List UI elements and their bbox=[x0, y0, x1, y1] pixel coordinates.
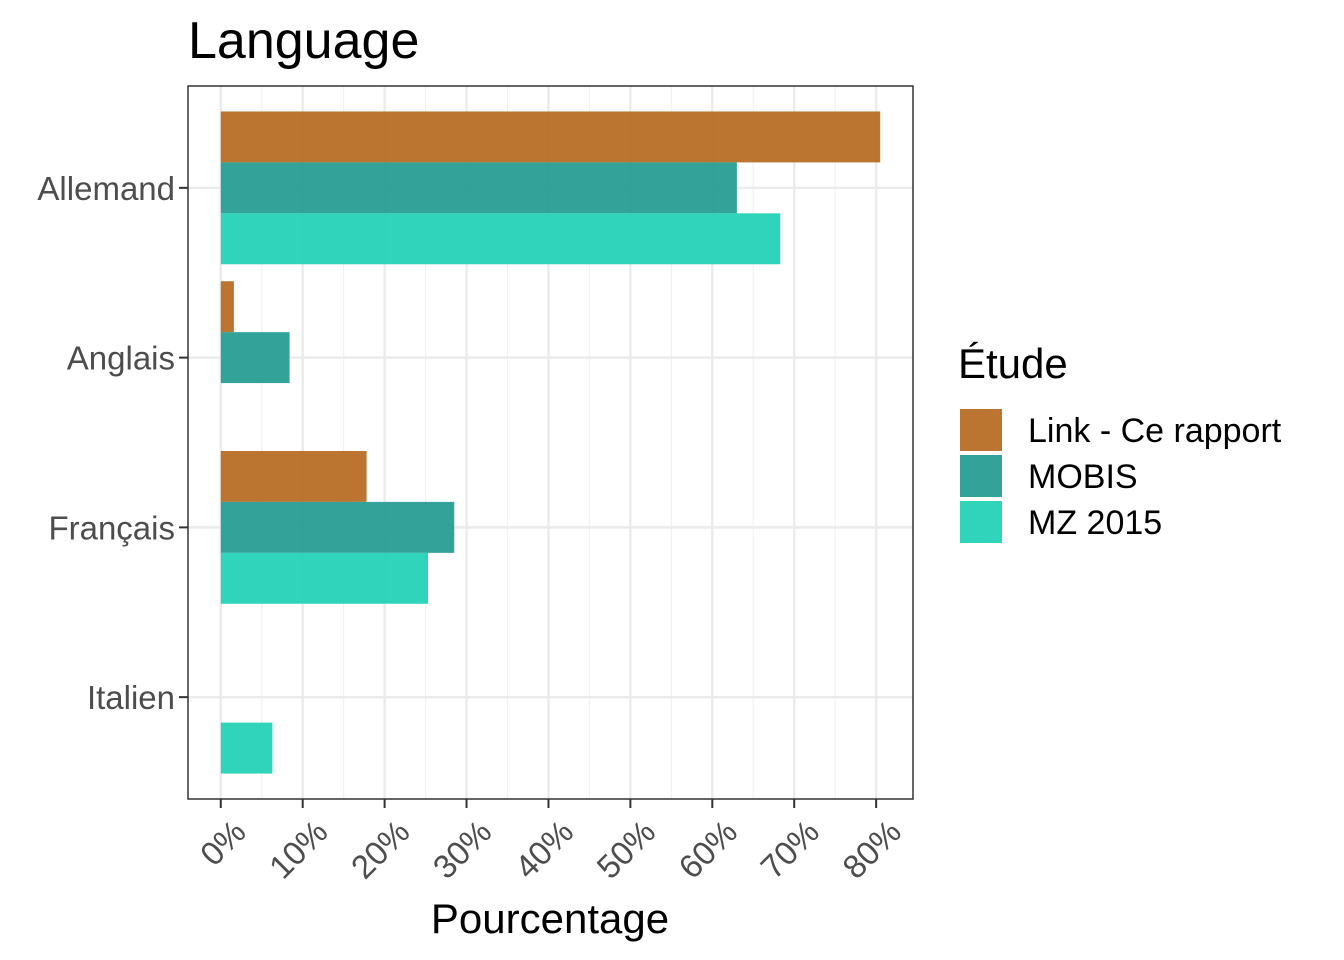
chart-title: Language bbox=[188, 12, 419, 70]
x-tick-label: 50% bbox=[589, 813, 662, 886]
x-tick-label: 0% bbox=[193, 813, 253, 873]
legend-label-1: Link - Ce rapport bbox=[1028, 412, 1282, 450]
panel-border bbox=[187, 85, 914, 800]
bar-anglais-1 bbox=[220, 281, 234, 333]
x-tick-label: 40% bbox=[507, 813, 580, 886]
legend-title: Étude bbox=[958, 340, 1068, 387]
x-tick-label: 60% bbox=[671, 813, 744, 886]
bar-allemand-2 bbox=[220, 162, 737, 214]
x-tick-label: 30% bbox=[426, 813, 499, 886]
legend-key-1 bbox=[960, 409, 1002, 451]
bar-français-3 bbox=[220, 552, 429, 604]
bar-allemand-3 bbox=[220, 213, 781, 265]
bar-italien-3 bbox=[220, 722, 273, 774]
bar-allemand-1 bbox=[220, 111, 881, 163]
y-tick-label: Français bbox=[48, 509, 175, 546]
legend-label-3: MZ 2015 bbox=[1028, 504, 1162, 542]
legend: Étude Link - Ce rapport MOBIS MZ 2015 bbox=[958, 340, 1282, 543]
bars bbox=[220, 111, 881, 774]
x-axis: 0% 10% 20% 30% 40% 50% 60% 70% 80% bbox=[193, 799, 908, 886]
legend-key-2 bbox=[960, 455, 1002, 497]
y-tick-label: Anglais bbox=[67, 340, 175, 377]
x-tick-label: 20% bbox=[344, 813, 417, 886]
bar-français-2 bbox=[220, 501, 455, 553]
x-axis-title: Pourcentage bbox=[431, 895, 669, 942]
legend-key-3 bbox=[960, 501, 1002, 543]
y-axis: Allemand Anglais Français Italien bbox=[37, 170, 188, 716]
bar-français-1 bbox=[220, 450, 367, 502]
x-tick-label: 80% bbox=[835, 813, 908, 886]
legend-label-2: MOBIS bbox=[1028, 458, 1138, 496]
y-tick-label: Italien bbox=[87, 679, 175, 716]
x-tick-label: 10% bbox=[262, 813, 335, 886]
y-tick-label: Allemand bbox=[37, 170, 175, 207]
bar-anglais-2 bbox=[220, 332, 290, 384]
x-tick-label: 70% bbox=[753, 813, 826, 886]
